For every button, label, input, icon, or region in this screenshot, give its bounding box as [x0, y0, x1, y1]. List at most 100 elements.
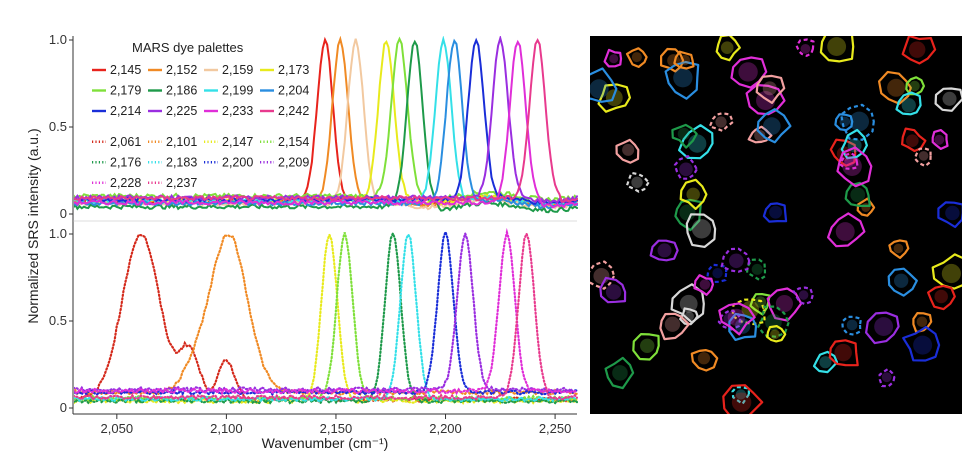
cell-fill — [942, 91, 957, 106]
cell-fill — [849, 111, 870, 132]
cell-outline — [757, 305, 790, 338]
cell-fill — [679, 54, 691, 66]
cell-outline — [590, 67, 618, 103]
cell-fill — [734, 318, 751, 334]
cell-fill — [909, 80, 920, 92]
cell-fill — [850, 187, 866, 203]
cell-outline — [615, 138, 640, 164]
cell-outline — [747, 125, 773, 144]
cell-outline — [625, 171, 650, 193]
cell-fill — [593, 268, 610, 285]
cell-outline — [597, 83, 631, 113]
cell-outline — [795, 38, 815, 57]
cell-fill — [699, 279, 711, 290]
cell-outline — [718, 302, 756, 336]
cell-outline — [632, 333, 660, 361]
legend-label-2154: 2,154 — [278, 135, 309, 149]
cell-fill — [846, 319, 858, 331]
cell-fill — [918, 151, 929, 161]
cell-outline — [934, 87, 962, 112]
cell-fill — [762, 81, 777, 96]
cell-outline — [678, 124, 714, 160]
cell-fill — [691, 219, 712, 239]
cell-outline — [839, 152, 859, 170]
cell-outline — [912, 312, 933, 334]
cell-outline — [878, 70, 912, 105]
cell-outline — [731, 386, 750, 405]
cell-outline — [937, 201, 962, 229]
cell-outline — [865, 311, 900, 345]
cell-fill — [751, 263, 763, 275]
cell-fill — [835, 222, 855, 242]
cell-fill — [612, 365, 628, 381]
cell-outline — [673, 155, 698, 180]
cell-fill — [798, 290, 809, 300]
cell-outline — [649, 239, 679, 262]
y-tick-label: 0 — [60, 206, 67, 221]
cell-fill — [679, 204, 696, 221]
cell-outline — [927, 284, 956, 311]
cell-fill — [679, 162, 693, 177]
cell-fill — [622, 143, 635, 156]
cell-outline — [766, 287, 803, 322]
legend-label-2228: 2,228 — [110, 176, 141, 190]
cell-outline — [901, 127, 927, 153]
cell-outline — [660, 47, 685, 73]
cell-fill — [640, 338, 655, 354]
legend-label-2237: 2,237 — [166, 176, 197, 190]
cell-outline — [730, 56, 768, 89]
cell-fill — [945, 205, 960, 221]
cell-outline — [836, 146, 873, 188]
cell-fill — [887, 78, 906, 97]
cell-fill — [881, 372, 892, 383]
series-line-2228 — [74, 227, 578, 396]
y-axis-title: Normalized SRS intensity (a.u.) — [25, 128, 41, 323]
cell-outline — [693, 274, 714, 296]
cell-outline — [625, 47, 648, 68]
cell-fill — [908, 41, 926, 58]
cell-fill — [763, 117, 781, 135]
cell-fill — [901, 98, 916, 113]
cell-outline — [664, 60, 700, 100]
cell-fill — [631, 176, 643, 188]
cell-outline — [679, 178, 708, 210]
cell-outline — [673, 50, 695, 70]
cell-fill — [893, 273, 909, 288]
cell-fill — [934, 289, 948, 304]
cell-outline — [844, 181, 871, 207]
series-group-bottom — [74, 227, 578, 405]
cell-fill — [697, 352, 711, 365]
cell-outline — [828, 339, 859, 367]
cell-fill — [844, 156, 855, 167]
cell-outline — [840, 103, 875, 141]
legend-title: MARS dye palettes — [132, 40, 244, 55]
cell-outline — [755, 74, 786, 104]
cell-fill — [712, 267, 723, 279]
cell-outline — [792, 286, 814, 306]
legend-label-2186: 2,186 — [166, 84, 197, 98]
legend-label-2147: 2,147 — [222, 135, 253, 149]
cell-outline — [766, 325, 787, 343]
cell-outline — [603, 48, 623, 68]
cell-outline — [674, 198, 702, 232]
legend-label-2209: 2,209 — [278, 155, 309, 169]
cell-outline — [722, 384, 764, 414]
cell-fill — [631, 52, 642, 63]
cell-outline — [827, 212, 866, 248]
cell-outline — [659, 312, 690, 341]
cell-fill — [723, 312, 736, 325]
x-axis-title: Wavenumber (cm⁻¹) — [262, 435, 389, 451]
legend-label-2183: 2,183 — [166, 155, 197, 169]
cell-fill — [800, 43, 811, 54]
cell-fill — [874, 317, 894, 337]
cell-fill — [738, 62, 758, 82]
cell-outline — [745, 83, 786, 116]
legend-label-2199: 2,199 — [222, 84, 253, 98]
cell-outline — [829, 138, 857, 167]
cell-fill — [754, 129, 766, 142]
cell-fill — [770, 329, 780, 340]
series-line-2242 — [74, 38, 578, 203]
cell-outline — [841, 315, 862, 336]
y-tick-label: 0 — [60, 400, 67, 415]
cell-fill — [893, 243, 904, 254]
